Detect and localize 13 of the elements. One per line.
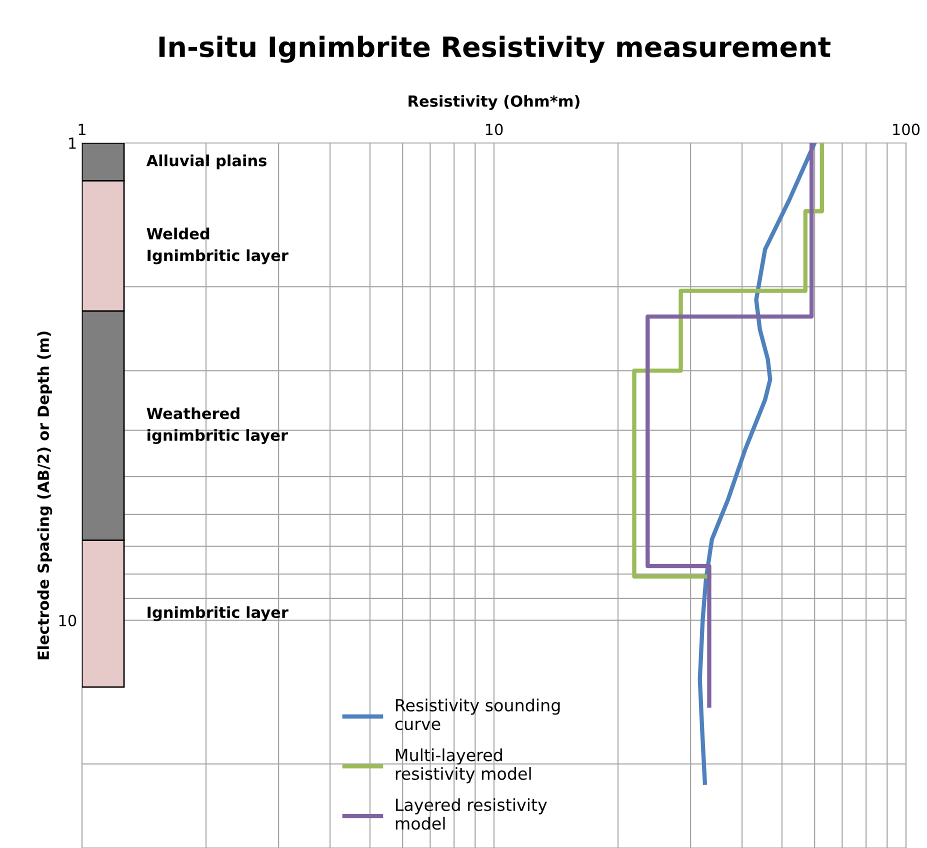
x-axis-title: Resistivity (Ohm*m) [408, 95, 580, 110]
legend-label: Resistivity sounding curve [395, 698, 560, 730]
legend-label: Multi-layered resistivity model [396, 748, 531, 784]
y-axis-title: Electrode Spacing (AB/2) or Depth (m) [37, 332, 52, 660]
legend-label: Layered resistivity model [396, 798, 547, 830]
chart-title: In-situ Ignimbrite Resistivity measurement [159, 36, 831, 63]
band-label: Alluvial plains [146, 154, 266, 170]
x-tick-label: 1 [78, 124, 86, 135]
band-label: Ignimbritic layer [148, 606, 288, 622]
band-label: Weathered ignimbritic layer [146, 407, 288, 444]
x-tick-label: 100 [893, 124, 920, 136]
band-label: Welded Ignimbritic layer [146, 228, 288, 264]
x-tick-label: 10 [486, 124, 503, 136]
